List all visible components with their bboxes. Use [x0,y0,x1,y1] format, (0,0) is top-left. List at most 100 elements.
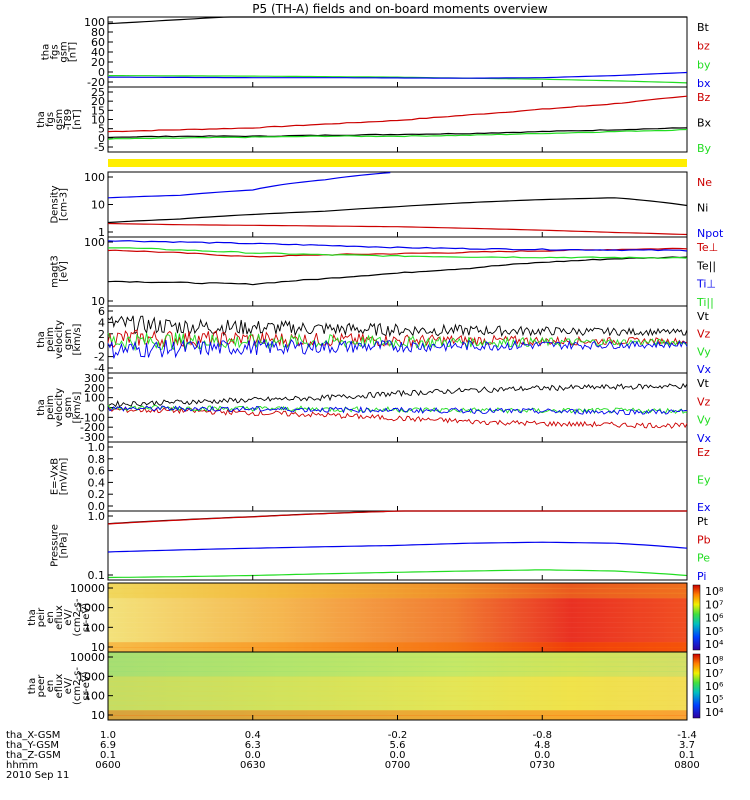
x-row-value: 0.0 [534,750,550,761]
x-row-value: 0730 [530,760,555,771]
spectrogram-band [108,705,687,711]
x-row-value: 0.0 [245,750,261,761]
x-row-label-1: tha_Y-GSM [6,740,59,751]
legend-Te⊥: Te⊥ [696,241,718,254]
panel-frame [107,441,688,512]
y-label-line: velocity [54,320,65,359]
spectrogram-band [108,627,687,633]
legend-Ti||: Ti|| [696,296,714,309]
y-label-line: tha [36,111,47,127]
y-axis-label: magt3[eV] [50,255,70,288]
y-tick-label: 0 [98,132,105,145]
y-tick-label: 100 [84,236,105,249]
spectrogram-band [108,622,687,628]
colorbar-tick: 10⁵ [705,625,723,638]
y-tick-label: 1000 [77,602,105,615]
y-tick-label: 300 [84,372,105,385]
y-label-line: Density [50,185,61,223]
colorbar [692,653,701,719]
y-tick-label: 1.0 [88,441,106,454]
y-tick-label: 0.1 [88,569,106,582]
x-row-value: 0.1 [100,750,116,761]
legend-Ne: Ne [697,176,712,189]
series-line-Ne [107,222,688,236]
x-row-value: 3.7 [679,740,695,751]
y-tick-label: 0 [98,402,105,415]
legend-Ni: Ni [697,202,708,215]
y-tick-label: 10 [91,114,105,127]
legend-Pe: Pe [697,552,710,565]
figure-title: P5 (TH-A) fields and on-board moments ov… [252,2,548,16]
y-label-line: eflux [54,674,65,699]
legend-Vz: Vz [697,328,711,341]
x-row-label-0: tha_X-GSM [6,730,60,741]
series-line-Vy [107,404,688,415]
legend-Vy: Vy [697,345,711,358]
y-tick-label: -200 [80,421,105,434]
y-label-line: velocity [54,388,65,427]
series-line-Pt [107,510,687,525]
spectrogram-band [108,602,687,609]
y-label-line: en [45,611,56,624]
y-label-line: peer [36,674,47,698]
series-line-Vy [107,332,688,352]
x-row-label-3: hhmm [6,760,38,771]
spectrogram-band [108,676,687,682]
x-row-value: -1.4 [677,730,697,741]
panel-frame [107,305,688,374]
y-tick-label: 100 [84,392,105,405]
legend-Ey: Ey [697,474,711,487]
spectrogram-band [108,681,687,687]
y-label-line: gsm [59,41,70,62]
x-row-value: 5.6 [390,740,406,751]
y-tick-label: 2 [98,328,105,341]
legend-By: By [697,142,712,155]
y-label-line: [cm-3] [59,188,70,221]
series-line-Pe [107,569,688,579]
y-label-line: Pressure [50,524,61,567]
y-tick-label: 4 [98,316,105,329]
panel-density: 100 10 1 Density[cm-3] Ne Ni Npot [50,171,724,240]
y-tick-label: 0.6 [88,465,106,478]
y-label-line: sr-eV) [81,671,92,700]
legend-Bx: Bx [697,117,712,130]
legend-Vt: Vt [697,377,710,390]
y-tick-label: 0.2 [88,488,106,501]
series-line-Npot [107,172,391,199]
y-label-line: peim [45,395,56,420]
y-tick-label: 20 [91,56,105,69]
spectrogram-band [108,700,687,706]
y-tick-label: -4 [94,362,105,375]
y-tick-label: 0 [98,66,105,79]
y-label-line: gsm [54,109,65,130]
y-tick-label: 20 [91,95,105,108]
y-label-line: en [45,680,56,693]
y-label-line: peir [36,607,47,627]
x-row-value: 1.0 [100,730,116,741]
spectrogram-field [108,583,687,652]
y-tick-label: 15 [91,104,105,117]
y-label-line: [km/s] [72,391,83,423]
legend-Vx: Vx [697,432,712,445]
y-tick-label: 10000 [70,582,105,595]
series-line-Ti|| [108,247,688,259]
separator-band [108,159,687,167]
y-tick-label: 100 [84,171,105,184]
y-label-line: tha [36,399,47,415]
y-label-line: fgs [50,44,61,59]
x-row-value: 0.4 [245,730,261,741]
spectrogram-band [108,666,687,672]
series-line-Vz [107,406,688,429]
y-label-line: gsm [63,397,74,418]
legend-Te||: Te|| [696,259,716,272]
y-label-line: (cm2-s- [72,598,83,636]
x-row-value: 4.8 [534,740,550,751]
y-axis-label: E=-VxB[mV/m] [50,458,70,496]
